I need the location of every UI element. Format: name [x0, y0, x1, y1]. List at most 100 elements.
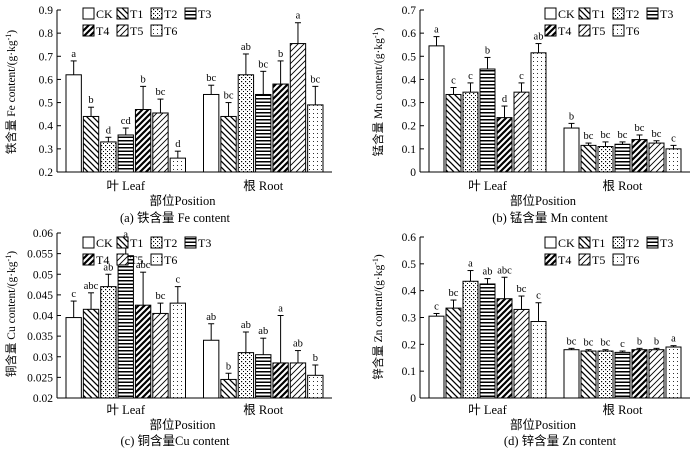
bar-T4: [134, 304, 152, 399]
significance-letter: b: [569, 111, 574, 122]
significance-letter: d: [502, 94, 508, 105]
y-tick-label: 0: [410, 393, 416, 405]
significance-letter: bc: [635, 123, 645, 134]
y-tick-label: 0.4: [39, 121, 54, 133]
legend-label-T4: T4: [558, 24, 571, 38]
category-label: 根 Root: [243, 179, 283, 193]
significance-letter: bc: [652, 129, 662, 140]
bar-T1: [580, 350, 597, 399]
significance-letter: c: [434, 301, 439, 312]
y-tick-label: 0.4: [402, 286, 417, 298]
y-tick-label: 0.025: [27, 372, 53, 384]
legend-label-T6: T6: [164, 253, 177, 267]
y-axis-label: 铜含量 Cu content/(g·kg-1): [4, 251, 18, 377]
y-axis-label: 铁含量 Fe content/(g·kg-1): [4, 30, 18, 154]
y-tick-label: 0.4: [402, 74, 417, 86]
y-tick-label: 0.1: [402, 144, 417, 156]
bar-T1: [445, 307, 462, 399]
y-tick-label: 0.5: [402, 51, 417, 63]
significance-letter: bc: [601, 130, 611, 141]
significance-letter: c: [468, 71, 473, 82]
significance-letter: b: [313, 353, 318, 364]
y-tick-label: 0.3: [39, 144, 54, 156]
y-tick-label: 0.04: [33, 311, 53, 323]
significance-letter: bc: [224, 91, 234, 102]
significance-letter: abc: [84, 281, 99, 292]
significance-letter: ab: [241, 320, 251, 331]
significance-letter: c: [451, 76, 456, 87]
significance-letter: bc: [156, 291, 166, 302]
legend-swatch-T5: [578, 24, 591, 37]
category-label: 根 Root: [243, 403, 283, 417]
legend-swatch-T5: [578, 253, 591, 266]
bar-T3: [479, 68, 496, 173]
significance-letter: b: [637, 336, 642, 347]
significance-letter: bc: [584, 131, 594, 142]
bar-T6: [530, 52, 547, 173]
significance-letter: d: [106, 125, 112, 136]
y-tick-label: 0.8: [39, 28, 54, 40]
legend-label-T6: T6: [626, 253, 639, 267]
significance-letter: ab: [103, 262, 113, 273]
y-tick-label: 0.035: [27, 331, 53, 343]
bar-CK: [65, 317, 82, 399]
y-axis-label: 锌含量 Zn content/(g·kg-1): [371, 254, 385, 380]
significance-letter: ab: [206, 312, 216, 323]
legend: CK T1 T2 T3 T4 T5 T6: [82, 236, 211, 267]
y-tick-label: 0.3: [402, 313, 417, 325]
significance-letter: bc: [517, 284, 527, 295]
y-tick-label: 0.2: [402, 339, 417, 351]
bar-T1: [82, 115, 100, 173]
legend-swatch-T4: [82, 253, 95, 266]
legend-label-T2: T2: [626, 7, 639, 21]
bar-T2: [100, 286, 117, 399]
significance-letter: b: [485, 45, 490, 56]
significance-letter: b: [140, 74, 145, 85]
legend-label-T3: T3: [660, 236, 673, 250]
category-label: 根 Root: [603, 179, 643, 193]
panel-title: (d) 锌含量 Zn content: [504, 433, 617, 448]
legend-swatch-T3: [184, 236, 197, 249]
legend-label-T2: T2: [164, 236, 177, 250]
significance-letter: bc: [449, 288, 459, 299]
significance-letter: ab: [241, 42, 251, 53]
bar-CK: [203, 93, 220, 173]
legend-label-T2: T2: [164, 7, 177, 21]
legend-swatch-T3: [184, 7, 197, 20]
bar-T5: [152, 112, 169, 173]
y-tick-label: 0.6: [39, 74, 54, 86]
significance-letter: cd: [121, 116, 132, 127]
bar-T1: [220, 115, 237, 173]
legend-label-T6: T6: [164, 24, 177, 38]
significance-letter: a: [468, 259, 473, 270]
significance-letter: bc: [567, 336, 577, 347]
legend: CK T1 T2 T3 T4 T5 T6: [544, 7, 673, 38]
chart-d: 0 0.1 0.2 0.3 0.4 0.5 0.6 锌含量 Zn content/(g·kg-…: [371, 232, 690, 448]
legend-label-CK: CK: [96, 7, 113, 21]
y-tick-label: 0.1: [402, 366, 417, 378]
bar-T4: [134, 109, 152, 173]
legend-label-T1: T1: [592, 7, 605, 21]
legend-label-T5: T5: [130, 253, 143, 267]
category-label: 叶 Leaf: [106, 179, 145, 193]
significance-letter: c: [536, 291, 541, 302]
bar-T5: [513, 308, 530, 399]
panel-title: (c) 铜含量Cu content: [120, 433, 230, 448]
legend-swatch-CK: [544, 236, 557, 249]
legend-label-CK: CK: [96, 236, 113, 250]
y-tick-label: 0.05: [33, 269, 53, 281]
bar-T3: [117, 255, 134, 399]
bar-T2: [462, 91, 479, 173]
legend-label-T4: T4: [96, 24, 109, 38]
legend-label-T5: T5: [592, 253, 605, 267]
significance-letter: ab: [258, 326, 268, 337]
significance-letter: ab: [534, 32, 544, 43]
legend-label-T2: T2: [626, 236, 639, 250]
bar-T4: [631, 139, 648, 173]
legend: CK T1 T2 T3 T4 T5 T6: [82, 7, 211, 38]
bar-T4: [272, 83, 289, 173]
bar-T3: [614, 143, 631, 173]
legend-label-T3: T3: [198, 7, 211, 21]
bar-T2: [597, 350, 614, 399]
significance-letter: b: [226, 361, 231, 372]
